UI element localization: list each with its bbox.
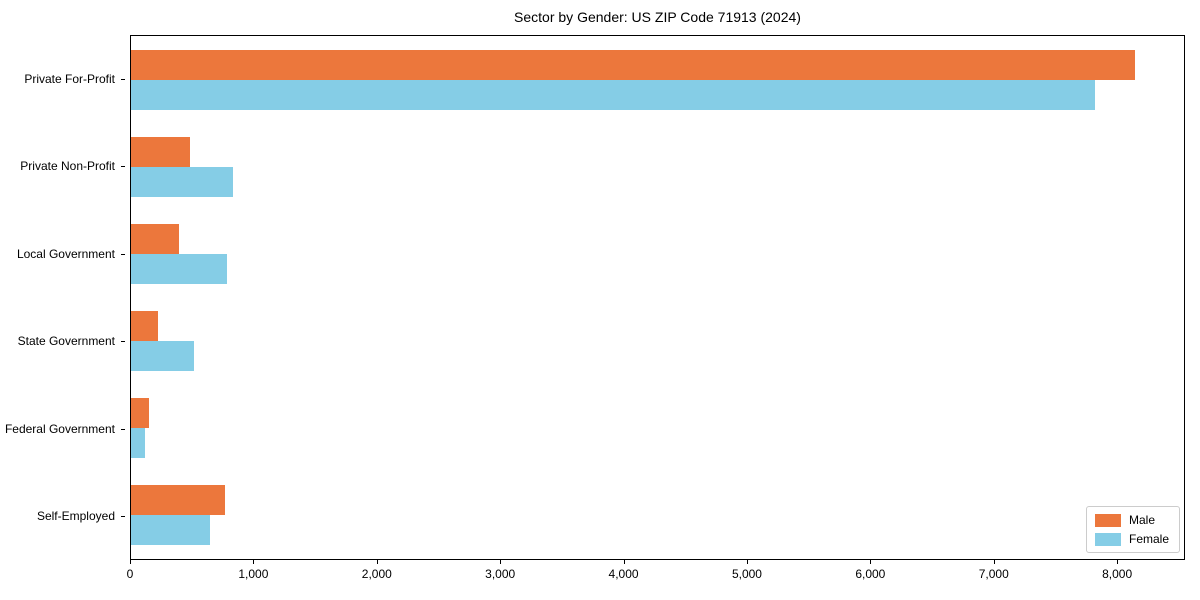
x-tick-mark: [870, 560, 872, 564]
bar-female: [131, 166, 234, 197]
y-tick-label: Private For-Profit: [24, 71, 115, 86]
bar-female: [131, 341, 194, 372]
legend-label-male: Male: [1128, 513, 1155, 527]
legend-swatch-female: [1094, 532, 1121, 546]
y-tick-mark: [121, 78, 125, 80]
y-tick-label: Private Non-Profit: [20, 159, 115, 174]
x-tick-mark: [376, 560, 378, 564]
bar-group: [131, 472, 1184, 559]
x-tick-label: 5,000: [731, 567, 762, 581]
y-tick-label: Federal Government: [4, 421, 115, 436]
legend-item-male: Male: [1094, 513, 1169, 527]
x-tick-label: 1,000: [238, 567, 269, 581]
x-tick-mark: [130, 560, 131, 564]
x-tick-label: 4,000: [608, 567, 639, 581]
y-tick-mark: [121, 166, 125, 168]
legend: Male Female: [1085, 506, 1180, 553]
x-tick-mark: [746, 560, 748, 564]
x-tick-mark: [1117, 560, 1119, 564]
y-tick-label: Self-Employed: [36, 509, 115, 524]
bar-female: [131, 79, 1096, 110]
plot-area: Male Female: [130, 35, 1185, 560]
x-tick-label: 0: [126, 567, 134, 581]
y-tick-label: Local Government: [16, 246, 115, 261]
bar-male: [131, 311, 159, 342]
legend-label-female: Female: [1128, 532, 1169, 546]
y-tick-mark: [121, 428, 125, 430]
bar-female: [131, 253, 228, 284]
bar-male: [131, 136, 191, 167]
y-tick-mark: [121, 253, 125, 255]
x-tick-mark: [993, 560, 995, 564]
x-tick-label: 6,000: [855, 567, 886, 581]
legend-swatch-male: [1094, 513, 1121, 527]
bar-group: [131, 385, 1184, 472]
chart-title: Sector by Gender: US ZIP Code 71913 (202…: [514, 9, 801, 25]
legend-item-female: Female: [1094, 532, 1169, 546]
y-tick-label: State Government: [17, 334, 115, 349]
bars-container: [131, 36, 1184, 559]
y-tick-mark: [121, 341, 125, 343]
bar-male: [131, 398, 149, 429]
y-tick-mark: [121, 516, 125, 518]
bar-male: [131, 49, 1135, 80]
x-tick-label: 2,000: [361, 567, 392, 581]
x-tick-mark: [500, 560, 502, 564]
bar-male: [131, 485, 225, 516]
x-tick-label: 8,000: [1102, 567, 1133, 581]
bar-female: [131, 428, 145, 459]
bar-group: [131, 210, 1184, 297]
x-tick-mark: [623, 560, 625, 564]
bar-group: [131, 123, 1184, 210]
bar-female: [131, 515, 210, 546]
x-tick-label: 3,000: [485, 567, 516, 581]
bar-group: [131, 36, 1184, 123]
y-axis-labels: Private For-Profit Private Non-Profit Loca…: [0, 35, 125, 560]
bar-group: [131, 298, 1184, 385]
x-tick-mark: [253, 560, 255, 564]
bar-male: [131, 223, 180, 254]
x-tick-label: 7,000: [978, 567, 1009, 581]
